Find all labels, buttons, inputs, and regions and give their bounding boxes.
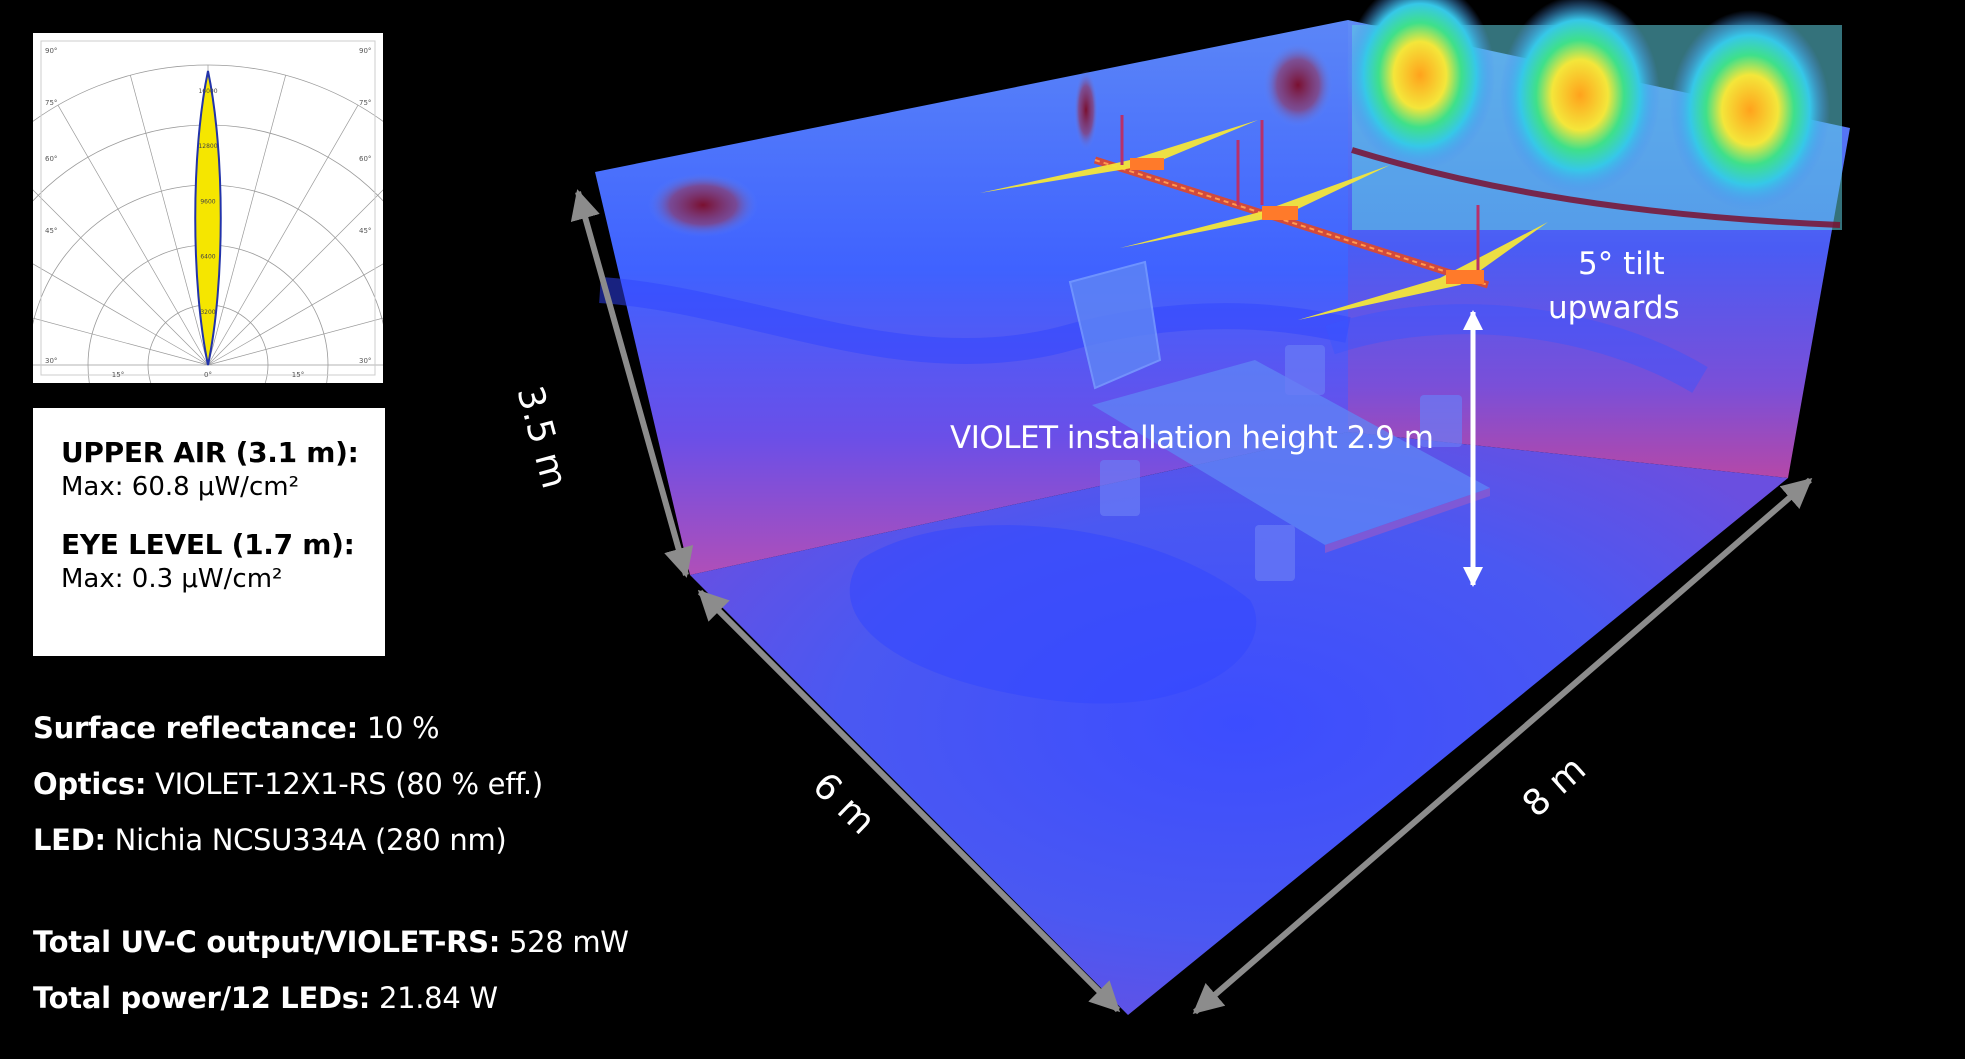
spec-led-label: LED:	[33, 823, 106, 857]
spec-uv-output-label: Total UV-C output/VIOLET-RS:	[33, 925, 501, 959]
beam-fixture-3	[1298, 222, 1548, 320]
spec-reflectance-value: 10 %	[357, 711, 440, 745]
spec-power: Total power/12 LEDs: 21.84 W	[33, 970, 629, 1026]
polar-spoke	[207, 105, 359, 366]
eye-level-value: Max: 0.3 μW/cm²	[61, 564, 283, 594]
polar-angle-label: 75°	[45, 99, 57, 107]
intensity-lobe	[194, 70, 222, 366]
polar-spoke	[207, 317, 383, 366]
polar-radial-label: 3200	[200, 309, 215, 316]
left-wall-hotspot-2	[1263, 43, 1333, 127]
spec-power-label: Total power/12 LEDs:	[33, 981, 371, 1015]
polar-angle-label: 45°	[359, 227, 371, 235]
beam-fixture-2	[1120, 165, 1390, 248]
beam-fixture-1	[980, 120, 1258, 193]
spec-power-value: 21.84 W	[370, 981, 498, 1015]
polar-angle-label: 30°	[359, 357, 371, 365]
spec-led: LED: Nichia NCSU334A (280 nm)	[33, 812, 629, 868]
polar-angle-label: 60°	[359, 155, 371, 163]
right-wall-hotspots	[1345, 0, 1842, 230]
left-wall-hotspot	[648, 173, 758, 237]
polar-radial-label: 9600	[200, 198, 215, 205]
polar-angle-label: 15°	[292, 371, 304, 379]
polar-angle-label: 45°	[45, 227, 57, 235]
irradiance-stats-box: UPPER AIR (3.1 m): Max: 60.8 μW/cm² EYE …	[33, 408, 385, 656]
polar-spoke	[207, 189, 383, 366]
polar-angle-label: 30°	[45, 357, 57, 365]
whiteboard	[1068, 260, 1162, 390]
upper-air-heading: UPPER AIR (3.1 m):	[61, 436, 359, 469]
spec-optics-label: Optics:	[33, 767, 147, 801]
polar-spoke	[57, 105, 209, 366]
polar-spoke	[33, 263, 209, 366]
polar-spoke	[33, 189, 209, 366]
polar-radial-label: 16000	[198, 88, 217, 95]
specs-list: Surface reflectance: 10 % Optics: VIOLET…	[33, 700, 629, 1026]
spec-optics: Optics: VIOLET-12X1-RS (80 % eff.)	[33, 756, 629, 812]
spec-led-value: Nichia NCSU334A (280 nm)	[105, 823, 507, 857]
polar-spoke	[130, 75, 209, 366]
spec-uv-output-value: 528 mW	[500, 925, 629, 959]
polar-chart-svg: 90° 90° 75° 75° 60° 60° 45° 45° 30° 30° 15° 0° 15° 32…	[33, 40, 383, 383]
installation-height-label: VIOLET installation height 2.9 m	[950, 420, 1434, 456]
spec-optics-value: VIOLET-12X1-RS (80 % eff.)	[146, 767, 543, 801]
polar-intensity-chart: 90° 90° 75° 75° 60° 60° 45° 45° 30° 30° 15° 0° 15° 32…	[33, 33, 383, 383]
polar-spoke	[207, 75, 286, 366]
left-wall-hotspot-3	[1074, 70, 1098, 150]
tilt-label-line2: upwards	[1548, 290, 1680, 326]
width-dimension-arrow	[1192, 477, 1813, 1015]
spec-uv-output: Total UV-C output/VIOLET-RS: 528 mW	[33, 914, 629, 970]
polar-angle-label: 90°	[359, 47, 371, 55]
polar-radial-label: 12800	[198, 143, 217, 150]
upper-air-value: Max: 60.8 μW/cm²	[61, 472, 299, 502]
polar-radial-label: 6400	[200, 254, 215, 261]
polar-angle-label: 15°	[112, 371, 124, 379]
polar-angle-label: 0°	[204, 371, 212, 379]
polar-angle-label: 90°	[45, 47, 57, 55]
spec-reflectance-label: Surface reflectance:	[33, 711, 358, 745]
polar-labels: 90° 90° 75° 75° 60° 60° 45° 45° 30° 30° 15° 0° 15° 32…	[45, 47, 371, 379]
eye-level-heading: EYE LEVEL (1.7 m):	[61, 528, 355, 561]
violet-fixtures	[980, 115, 1548, 320]
polar-angle-label: 75°	[359, 99, 371, 107]
polar-spoke	[33, 317, 209, 366]
polar-spoke	[207, 263, 383, 366]
spec-reflectance: Surface reflectance: 10 %	[33, 700, 629, 756]
depth-dimension-arrow	[697, 589, 1121, 1013]
polar-angle-label: 60°	[45, 155, 57, 163]
height-dimension-arrow	[570, 189, 694, 578]
tilt-label-line1: 5° tilt	[1578, 246, 1665, 282]
